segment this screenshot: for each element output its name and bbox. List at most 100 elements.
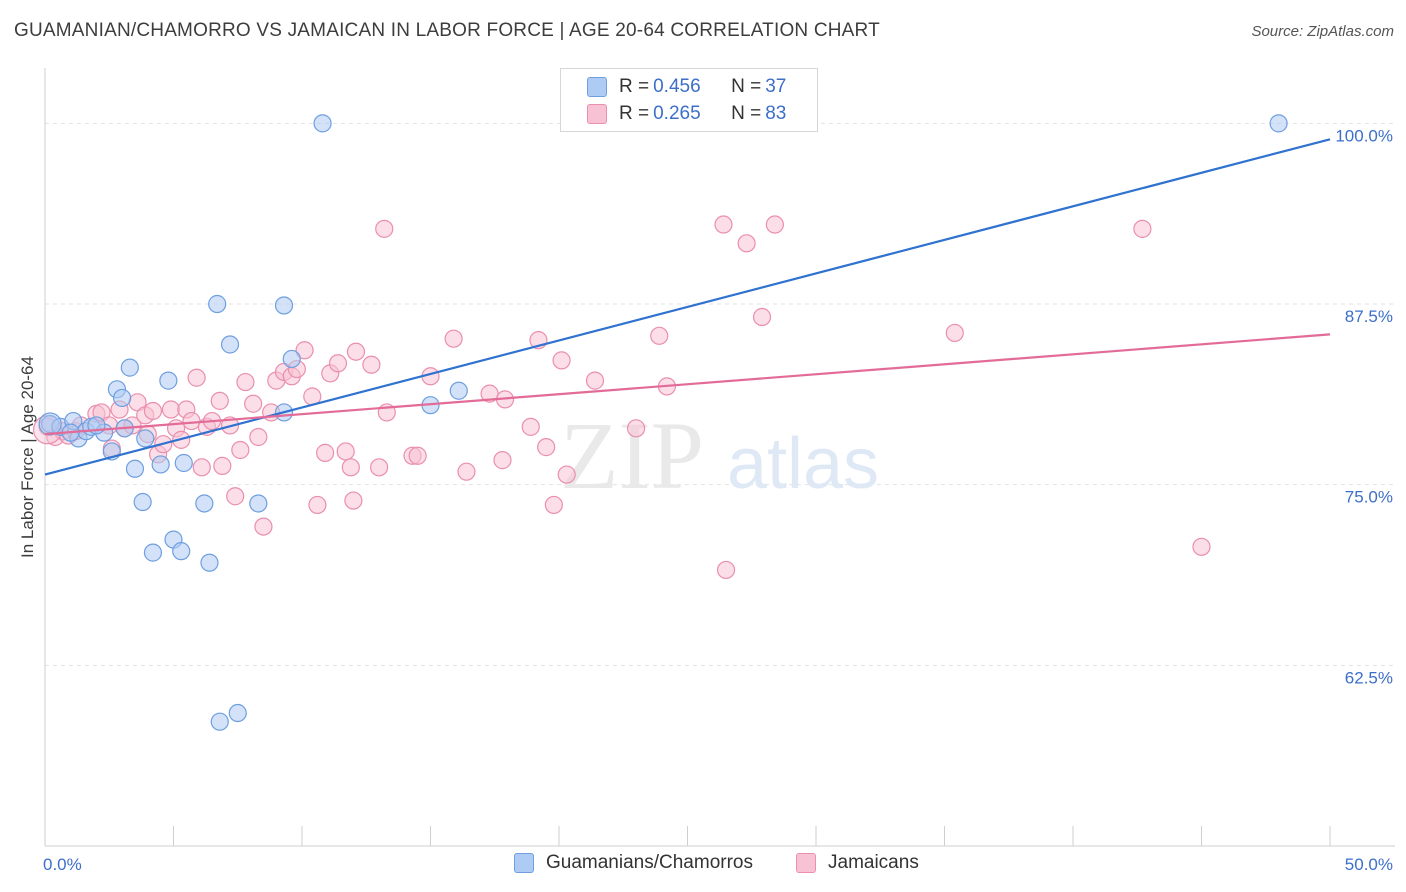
jamaican-point	[1192, 537, 1211, 556]
jamaican-point	[370, 458, 389, 477]
jamaican-point	[362, 355, 381, 374]
legend-n-label: N =	[731, 76, 762, 97]
legend-r-value: 0.265	[653, 103, 701, 124]
jamaican-point	[316, 443, 335, 462]
guamanian-point	[195, 494, 214, 513]
guamanian-point	[172, 542, 191, 561]
jamaican-point	[236, 372, 255, 392]
jamaican-point	[714, 215, 733, 234]
jamaican-point	[521, 417, 540, 436]
jamaican-point	[187, 368, 206, 387]
y-tick-label: 87.5%	[1345, 307, 1393, 326]
jamaican-point	[346, 342, 366, 361]
legend-swatch-blue	[587, 77, 607, 97]
watermark-atlas: atlas	[727, 424, 879, 504]
jamaican-point	[493, 451, 512, 470]
guamanian-point	[228, 703, 247, 723]
bottom-legend-guamanians: Guamanians/Chamorros	[514, 852, 753, 874]
guamanian-point	[220, 335, 240, 354]
trend-lines	[44, 138, 1331, 476]
series-jamaicans-points	[32, 215, 1211, 580]
jamaican-point	[444, 329, 463, 348]
watermark-zip: ZIP	[560, 402, 704, 509]
jamaican-point	[585, 371, 605, 390]
guamanian-point	[151, 455, 170, 474]
guamanian-point	[174, 453, 193, 473]
series-guamanians-points	[38, 114, 1288, 731]
guamanian-point	[449, 381, 468, 400]
jamaican-point	[765, 215, 784, 234]
legend-swatch-pink	[587, 104, 607, 124]
jamaican-point	[650, 326, 669, 345]
guamanian-trend-line	[44, 138, 1331, 476]
jamaican-point	[716, 560, 736, 580]
x-tick-label: 0.0%	[43, 855, 82, 874]
legend-r-value: 0.456	[653, 76, 701, 97]
jamaican-point	[210, 391, 229, 410]
jamaican-point	[552, 351, 571, 370]
jamaican-point	[408, 446, 427, 465]
y-tick-label: 75.0%	[1345, 488, 1393, 507]
guamanian-point	[210, 712, 229, 731]
bottom-legend-jamaicans: Jamaicans	[796, 852, 919, 874]
chart-title: GUAMANIAN/CHAMORRO VS JAMAICAN IN LABOR …	[14, 20, 880, 41]
jamaican-point	[249, 427, 268, 447]
jamaican-point	[182, 411, 201, 431]
jamaican-point	[375, 219, 394, 238]
jamaican-point	[945, 323, 964, 343]
jamaican-point	[457, 462, 476, 481]
jamaican-point	[192, 458, 211, 477]
jamaican-point	[226, 487, 245, 506]
guamanian-point	[143, 543, 163, 562]
tick-labels: 100.0% 87.5% 75.0% 62.5% 0.0% 50.0%	[43, 126, 1393, 874]
guamanian-point	[208, 294, 227, 314]
jamaican-point	[537, 438, 556, 457]
guamanian-point	[133, 492, 152, 512]
watermark: ZIP atlas	[560, 402, 879, 509]
bottom-legend-label: Guamanians/Chamorros	[546, 852, 753, 873]
legend-row-guamanians: R = 0.456 N = 37	[587, 75, 786, 99]
guamanian-point	[313, 114, 332, 133]
legend-r-label: R =	[619, 103, 650, 124]
guamanian-point	[200, 553, 219, 572]
guamanian-point	[274, 296, 294, 315]
jamaican-point	[254, 517, 273, 536]
jamaican-point	[308, 495, 327, 515]
jamaican-point	[1133, 219, 1152, 238]
jamaican-point	[544, 495, 563, 515]
guamanian-point	[136, 429, 155, 448]
jamaican-point	[213, 456, 232, 475]
jamaican-point	[231, 440, 250, 460]
bottom-legend-swatch-pink	[796, 853, 816, 873]
y-tick-label: 62.5%	[1345, 668, 1393, 687]
jamaican-point	[143, 401, 163, 421]
bottom-legend-label: Jamaicans	[828, 852, 919, 873]
axes	[44, 68, 1395, 847]
jamaican-point	[626, 419, 646, 438]
legend: R = 0.456 N = 37 R = 0.265 N = 83	[560, 68, 818, 132]
legend-row-jamaicans: R = 0.265 N = 83	[587, 102, 786, 126]
guamanian-point	[125, 459, 145, 478]
guamanian-point	[282, 349, 301, 369]
jamaican-point	[557, 465, 576, 484]
guamanian-point	[1269, 114, 1288, 133]
jamaican-point	[161, 400, 181, 419]
jamaican-point	[328, 354, 348, 373]
guamanian-point	[120, 358, 139, 377]
jamaican-point	[341, 458, 360, 477]
guamanian-point	[112, 388, 132, 408]
jamaican-point	[752, 307, 772, 327]
legend-n-value: 37	[765, 76, 787, 97]
guamanian-point	[159, 371, 178, 390]
source-credit: Source: ZipAtlas.com	[1251, 23, 1394, 40]
jamaican-point	[295, 341, 314, 360]
guamanian-point	[38, 412, 62, 436]
x-tick-label: 50.0%	[1345, 855, 1393, 874]
jamaican-point	[737, 234, 756, 253]
guamanian-point	[249, 494, 268, 513]
legend-r-label: R =	[619, 76, 650, 97]
bottom-legend-swatch-blue	[514, 853, 534, 873]
jamaican-point	[336, 442, 355, 461]
y-tick-label: 100.0%	[1335, 126, 1393, 145]
